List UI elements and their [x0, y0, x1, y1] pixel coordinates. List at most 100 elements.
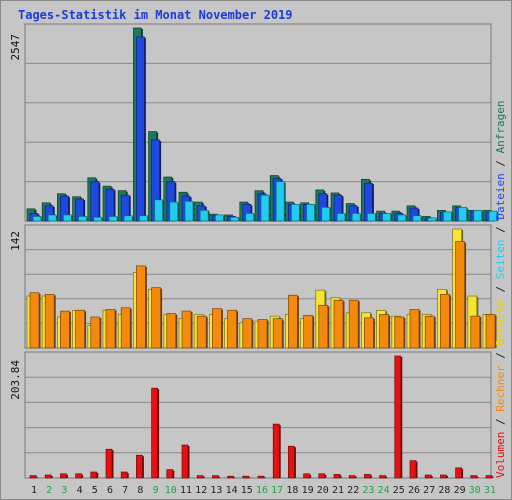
bar-rechner-day-29: [455, 241, 465, 349]
bar-seiten-day-26: [412, 215, 422, 222]
bar-rechner-day-26: [409, 309, 420, 349]
bar-seiten-day-25: [397, 214, 407, 222]
bar-rechner-day-31: [485, 314, 496, 349]
bar-rechner-day-10: [166, 313, 177, 349]
bar-dateien-day-5: [90, 181, 100, 222]
legend: Volumen / Rechner / Besuche / Seiten / D…: [494, 100, 507, 478]
bar-rechner-day-3: [60, 310, 70, 349]
bar-volumen-day-26: [409, 460, 417, 479]
legend-item-volumen: Volumen: [494, 432, 507, 478]
bar-seiten-day-18: [291, 203, 300, 222]
bar-rechner-day-7: [120, 307, 131, 349]
bar-volumen-day-25: [394, 355, 402, 479]
bar-rechner-day-13: [212, 308, 222, 349]
x-tick-label-19: 19: [302, 485, 314, 496]
bar-volumen-day-31: [485, 475, 493, 479]
legend-item-besuche: Besuche: [494, 299, 507, 345]
max-value-label-1: 2547: [9, 34, 22, 61]
bar-seiten-day-9: [154, 199, 163, 222]
bar-volumen-day-27: [424, 474, 432, 479]
x-tick-label-24: 24: [378, 485, 390, 496]
bar-volumen-day-2: [44, 474, 52, 479]
x-tick-label-1: 1: [31, 485, 37, 496]
bar-volumen-day-29: [455, 467, 462, 479]
x-tick-label-21: 21: [332, 485, 344, 496]
x-tick-label-31: 31: [484, 485, 496, 496]
x-tick-label-22: 22: [347, 485, 359, 496]
bar-seiten-day-16: [260, 194, 270, 222]
bar-volumen-day-14: [227, 475, 234, 479]
bar-rechner-day-17: [272, 318, 283, 349]
bar-volumen-day-21: [333, 474, 341, 479]
legend-item-rechner: Rechner: [494, 365, 507, 412]
bar-seiten-day-8: [139, 215, 148, 222]
legend-item-anfragen: Anfragen: [494, 100, 507, 153]
bar-volumen-day-3: [60, 473, 67, 479]
bar-volumen-day-4: [75, 473, 82, 479]
bar-rechner-day-4: [75, 309, 85, 349]
x-tick-label-8: 8: [137, 485, 143, 496]
bar-rechner-day-14: [227, 309, 237, 349]
x-tick-label-15: 15: [241, 485, 253, 496]
bar-rechner-day-12: [196, 315, 207, 349]
bar-seiten-day-23: [367, 213, 376, 222]
bar-seiten-day-2: [47, 214, 57, 222]
bar-seiten-day-28: [443, 211, 452, 222]
bar-seiten-day-1: [32, 216, 42, 222]
bar-volumen-day-6: [105, 448, 113, 479]
bar-rechner-day-18: [288, 294, 298, 349]
x-tick-label-10: 10: [165, 485, 177, 496]
bar-seiten-day-20: [321, 207, 331, 222]
bar-volumen-day-18: [288, 445, 295, 479]
x-tick-label-13: 13: [210, 485, 222, 496]
x-tick-label-5: 5: [92, 485, 98, 496]
bar-seiten-day-31: [488, 210, 498, 222]
bar-volumen-day-1: [29, 475, 37, 479]
bar-volumen-day-7: [120, 471, 128, 479]
bar-rechner-day-28: [440, 294, 450, 349]
bar-seiten-day-19: [306, 203, 315, 222]
x-tick-label-27: 27: [423, 485, 435, 496]
bar-rechner-day-20: [318, 304, 329, 349]
x-tick-label-30: 30: [469, 485, 481, 496]
bar-rechner-day-6: [105, 309, 116, 349]
x-tick-label-11: 11: [180, 485, 192, 496]
bar-volumen-day-28: [440, 474, 447, 479]
legend-separator: /: [494, 220, 507, 240]
x-tick-label-18: 18: [286, 485, 298, 496]
bar-seiten-day-22: [351, 213, 361, 222]
bar-seiten-day-29: [458, 207, 467, 222]
bar-seiten-day-5: [93, 216, 103, 222]
bar-rechner-day-2: [44, 294, 55, 349]
max-value-label-3: 203.84: [9, 360, 22, 400]
bar-volumen-day-13: [212, 475, 219, 479]
bar-volumen-day-12: [196, 475, 204, 479]
legend-separator: /: [494, 279, 507, 299]
bar-volumen-day-9: [151, 387, 158, 479]
bar-seiten-day-24: [382, 213, 391, 222]
bar-rechner-day-30: [470, 315, 481, 349]
x-tick-label-4: 4: [77, 485, 83, 496]
bar-rechner-day-21: [333, 299, 344, 349]
panel-3: [24, 351, 492, 479]
bar-volumen-day-19: [303, 473, 310, 479]
x-tick-label-17: 17: [271, 485, 283, 496]
legend-item-seiten: Seiten: [494, 240, 507, 280]
bar-volumen-day-5: [90, 471, 98, 479]
bar-seiten-day-15: [245, 213, 255, 222]
bar-rechner-day-22: [348, 299, 359, 349]
bar-rechner-day-11: [181, 310, 192, 349]
x-tick-label-9: 9: [153, 485, 159, 496]
x-tick-label-6: 6: [107, 485, 113, 496]
bar-seiten-day-7: [123, 215, 133, 222]
bar-volumen-day-20: [318, 473, 326, 479]
x-tick-label-7: 7: [122, 485, 128, 496]
x-tick-label-12: 12: [195, 485, 207, 496]
x-tick-label-14: 14: [226, 485, 238, 496]
bar-rechner-day-15: [242, 318, 253, 349]
bar-volumen-day-11: [181, 444, 189, 479]
bar-rechner-day-25: [394, 316, 405, 349]
bar-seiten-day-4: [78, 216, 87, 222]
bar-seiten-day-11: [184, 200, 194, 222]
